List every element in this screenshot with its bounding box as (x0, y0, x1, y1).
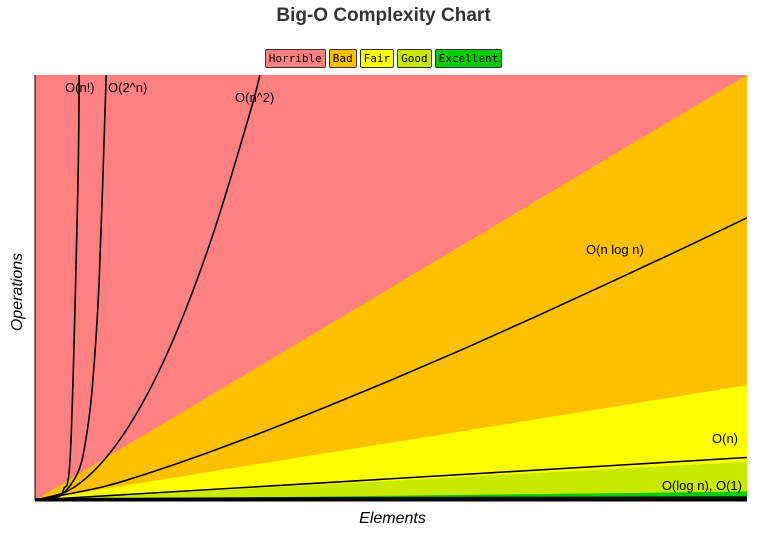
legend-item-horrible: Horrible (264, 49, 326, 68)
curve-labels-layer: O(n!) O(2^n) O(n^2) O(n log n) O(n) O(log n),… (65, 80, 742, 493)
series-o-n-2- (35, 75, 261, 500)
series-o-n- (35, 456, 747, 500)
series-o-n-log-n- (35, 217, 747, 500)
curve-label-o-n-2-: O(n^2) (235, 90, 274, 105)
chart-title: Big-O Complexity Chart (276, 5, 491, 26)
legend-item-fair: Fair (359, 49, 395, 68)
legend: Horrible Bad Fair Good Excellent (0, 49, 767, 68)
curve-label-o-n-: O(n!) (65, 80, 95, 95)
x-axis-label: Elements (359, 510, 426, 527)
curve-label-o-n-log-n-: O(n log n) (586, 242, 644, 257)
y-axis-label: Operations (9, 252, 26, 332)
zones-layer (35, 75, 747, 500)
legend-item-excellent: Excellent (434, 49, 503, 68)
curve-label-o-log-n-: O(log n), O(1) (662, 478, 742, 493)
legend-item-good: Good (397, 49, 432, 68)
curve-label-o-2-n-: O(2^n) (108, 80, 147, 95)
zone-bad (35, 75, 747, 500)
legend-item-bad: Bad (328, 49, 357, 68)
zone-good (35, 461, 747, 500)
curve-label-o-n-: O(n) (712, 431, 738, 446)
series-o-2-n- (35, 75, 107, 500)
